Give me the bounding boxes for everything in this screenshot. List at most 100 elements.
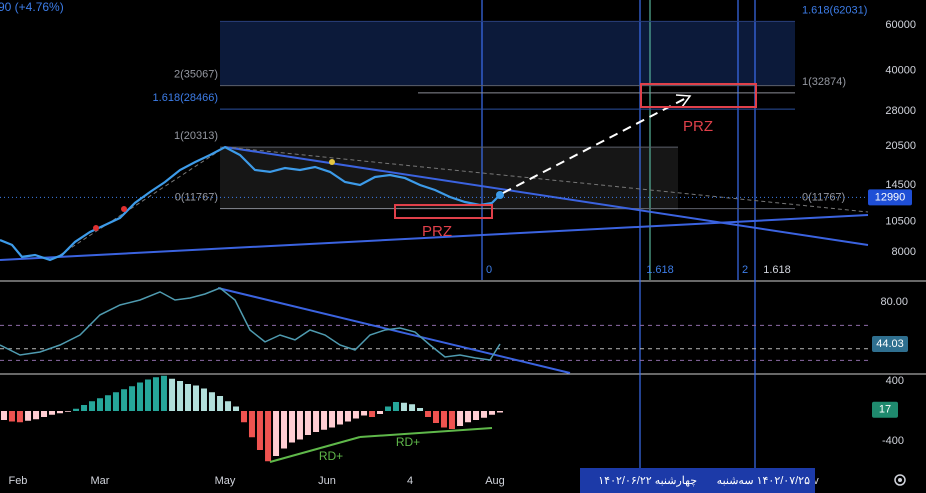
histogram-bar (33, 411, 40, 420)
time-fib-label: 1.618 (646, 264, 674, 276)
histogram-bar (112, 392, 119, 411)
current-macd-box (872, 401, 898, 418)
histogram-bar (121, 389, 128, 411)
histogram-bar (129, 386, 136, 411)
prz-box (394, 204, 493, 219)
arrow-head (675, 94, 692, 108)
x-tick-label: v (813, 475, 819, 487)
histogram-bar (41, 411, 48, 417)
rsi-line (0, 287, 501, 361)
histogram-bar (177, 381, 184, 411)
cursor-date: چهارشنبه ۱۴۰۲/۰۶/۲۲ (598, 475, 697, 487)
guide-line (59, 146, 226, 256)
histogram-bar (457, 411, 464, 426)
histogram-bar (480, 411, 487, 418)
histogram-bar (313, 411, 320, 432)
histogram-bar (192, 385, 199, 411)
histogram-bar (417, 408, 424, 411)
histogram-bar (304, 411, 311, 435)
histogram-bar (400, 402, 407, 411)
histogram-bar (240, 411, 247, 423)
prz-label: PRZ (683, 118, 713, 135)
signal-dot (329, 159, 335, 165)
histogram-bar (73, 408, 80, 411)
prz-label: PRZ (422, 223, 452, 240)
histogram-bar (281, 411, 288, 449)
fib-level-label: 0(11767) (802, 191, 845, 203)
prz-box (640, 83, 757, 108)
projection-arrow (502, 95, 691, 194)
current-price-label: 12990 (875, 191, 906, 203)
price-line (0, 145, 501, 262)
time-fib-label: 0 (486, 264, 492, 276)
signal-dot (496, 191, 504, 199)
x-tick-label: May (215, 475, 236, 487)
histogram-bar (248, 411, 255, 438)
y-tick-label: 80.00 (880, 296, 908, 308)
y-tick-label: 14500 (885, 179, 916, 191)
x-tick-label: Aug (485, 475, 505, 487)
histogram-bar (137, 382, 144, 411)
histogram-bar (448, 411, 455, 429)
histogram-bar (152, 377, 159, 411)
histogram-bar (160, 375, 167, 411)
histogram-bar (384, 406, 391, 411)
time-fib-label: 1.618 (763, 264, 791, 276)
current-macd-label: 17 (879, 404, 891, 416)
y-tick-label: 10500 (885, 215, 916, 227)
histogram-bar (0, 411, 7, 420)
cursor-date-box (580, 468, 815, 493)
y-tick-label: 28000 (885, 105, 916, 117)
settings-icon[interactable] (894, 474, 906, 486)
histogram-bar (25, 411, 32, 421)
histogram-bar (169, 378, 176, 411)
guide-line (224, 146, 869, 213)
histogram-bar (200, 388, 207, 411)
histogram-bar (352, 411, 359, 419)
histogram-bar (392, 402, 399, 411)
histogram-bar (369, 411, 376, 417)
histogram-bar (288, 411, 295, 443)
histogram-bar (488, 411, 495, 415)
trend-line (0, 214, 869, 261)
histogram-bar (48, 411, 55, 415)
fib-level-label: 1(32874) (802, 76, 846, 88)
histogram-bar (225, 401, 232, 411)
x-tick-label: Feb (8, 475, 27, 487)
histogram-bar (465, 411, 472, 423)
y-tick-label: 60000 (885, 19, 916, 31)
divergence-line (269, 436, 361, 463)
signal-dot (121, 206, 127, 212)
y-tick-label: 8000 (892, 246, 916, 258)
y-tick-label: 40000 (885, 65, 916, 77)
histogram-bar (64, 411, 71, 412)
y-tick-label: -400 (882, 435, 904, 447)
histogram-bar (81, 405, 88, 411)
divergence-line (359, 427, 493, 438)
histogram-bar (361, 411, 368, 416)
histogram-bar (16, 411, 23, 423)
histogram-bar (256, 411, 263, 450)
histogram-bar (440, 411, 447, 428)
histogram-bar (233, 406, 240, 411)
histogram-bar (344, 411, 351, 422)
histogram-bar (89, 401, 96, 411)
x-tick-label: 4 (407, 475, 413, 487)
current-rsi-box (872, 335, 908, 352)
histogram-bar (425, 411, 432, 417)
current-price-box (868, 189, 912, 206)
fib-level-label: 1(20313) (174, 130, 218, 142)
fib-zone (220, 21, 795, 86)
histogram-bar (8, 411, 15, 422)
x-tick-label: Jun (318, 475, 336, 487)
y-tick-label: 400 (886, 375, 904, 387)
histogram-bar (144, 379, 151, 411)
histogram-bar (409, 404, 416, 411)
histogram-bar (473, 411, 480, 420)
rsi-trend-line (217, 287, 571, 374)
x-tick-label: Mar (91, 475, 110, 487)
fib-level-label: 2(35067) (174, 69, 218, 81)
y-tick-label: 20500 (885, 140, 916, 152)
histogram-bar (265, 411, 272, 462)
